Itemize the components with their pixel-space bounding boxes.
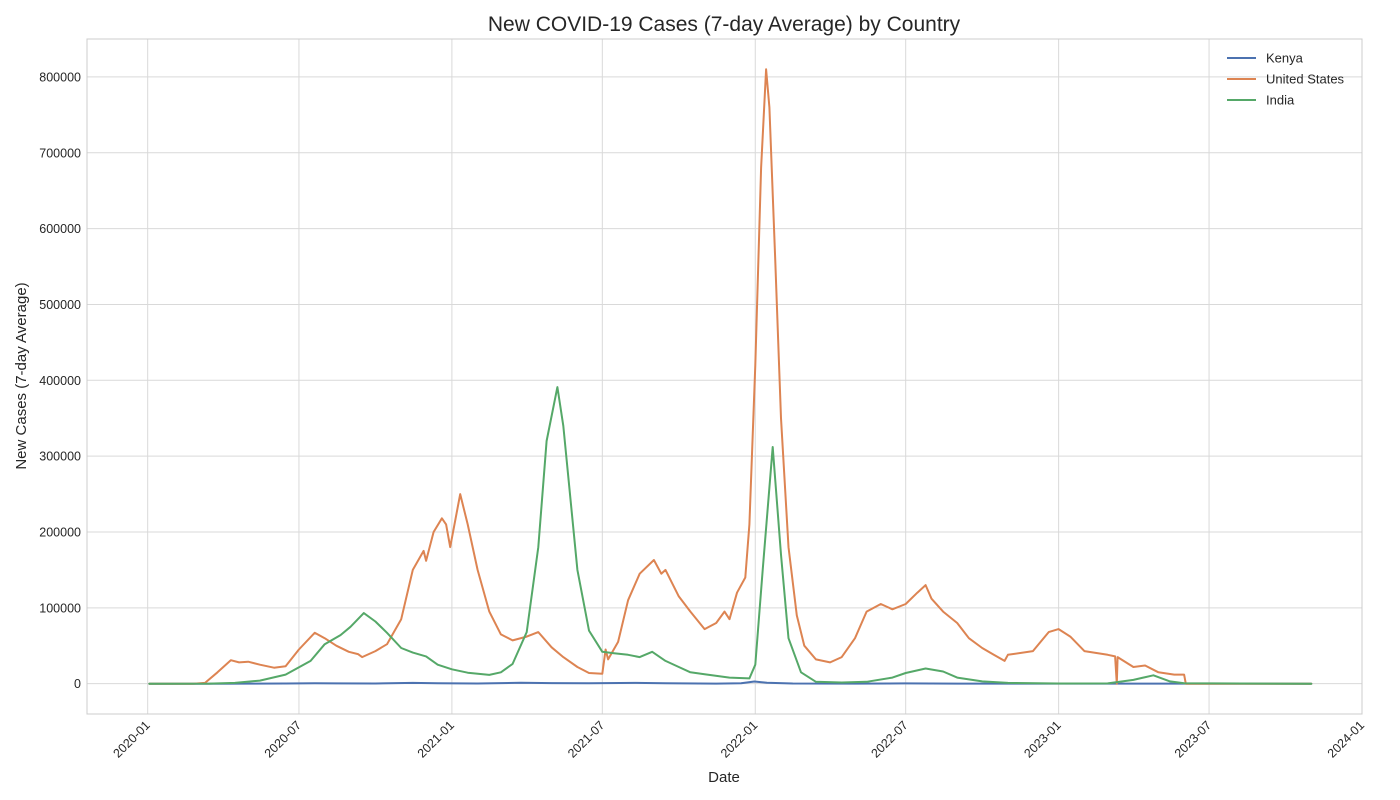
legend-label-united-states: United States [1266,72,1345,87]
x-tick-label: 2020-07 [262,718,304,760]
y-tick-label: 200000 [39,525,81,539]
plot-frame [86,38,1363,715]
x-tick-label: 2023-07 [1172,718,1214,760]
chart-title: New COVID-19 Cases (7-day Average) by Co… [488,13,961,36]
y-tick-label: 700000 [39,146,81,160]
legend-label-india: India [1266,93,1295,108]
x-tick-label: 2024-01 [1325,718,1367,760]
x-tick-label: 2021-07 [565,718,607,760]
y-tick-label: 0 [74,677,81,691]
x-tick-label: 2022-07 [868,718,910,760]
legend: Kenya United States India [1227,51,1345,108]
series-line-kenya [148,680,1313,685]
y-tick-label: 600000 [39,222,81,236]
y-tick-label: 500000 [39,298,81,312]
x-tick-label: 2022-01 [718,718,760,760]
y-tick-label: 800000 [39,70,81,84]
tick-layer: 0 100000 200000 300000 400000 500000 600000 700… [39,70,1367,760]
y-tick-label: 100000 [39,601,81,615]
x-axis-label: Date [708,769,740,786]
series-line-india [148,386,1313,685]
x-tick-label: 2021-01 [415,718,457,760]
y-tick-label: 300000 [39,450,81,464]
legend-label-kenya: Kenya [1266,51,1304,66]
series-line-united-states [148,68,1313,685]
x-tick-label: 2020-01 [110,718,152,760]
x-tick-label: 2023-01 [1021,718,1063,760]
y-tick-label: 400000 [39,374,81,388]
series-layer [148,68,1313,685]
y-axis-label: New Cases (7-day Average) [13,282,30,469]
